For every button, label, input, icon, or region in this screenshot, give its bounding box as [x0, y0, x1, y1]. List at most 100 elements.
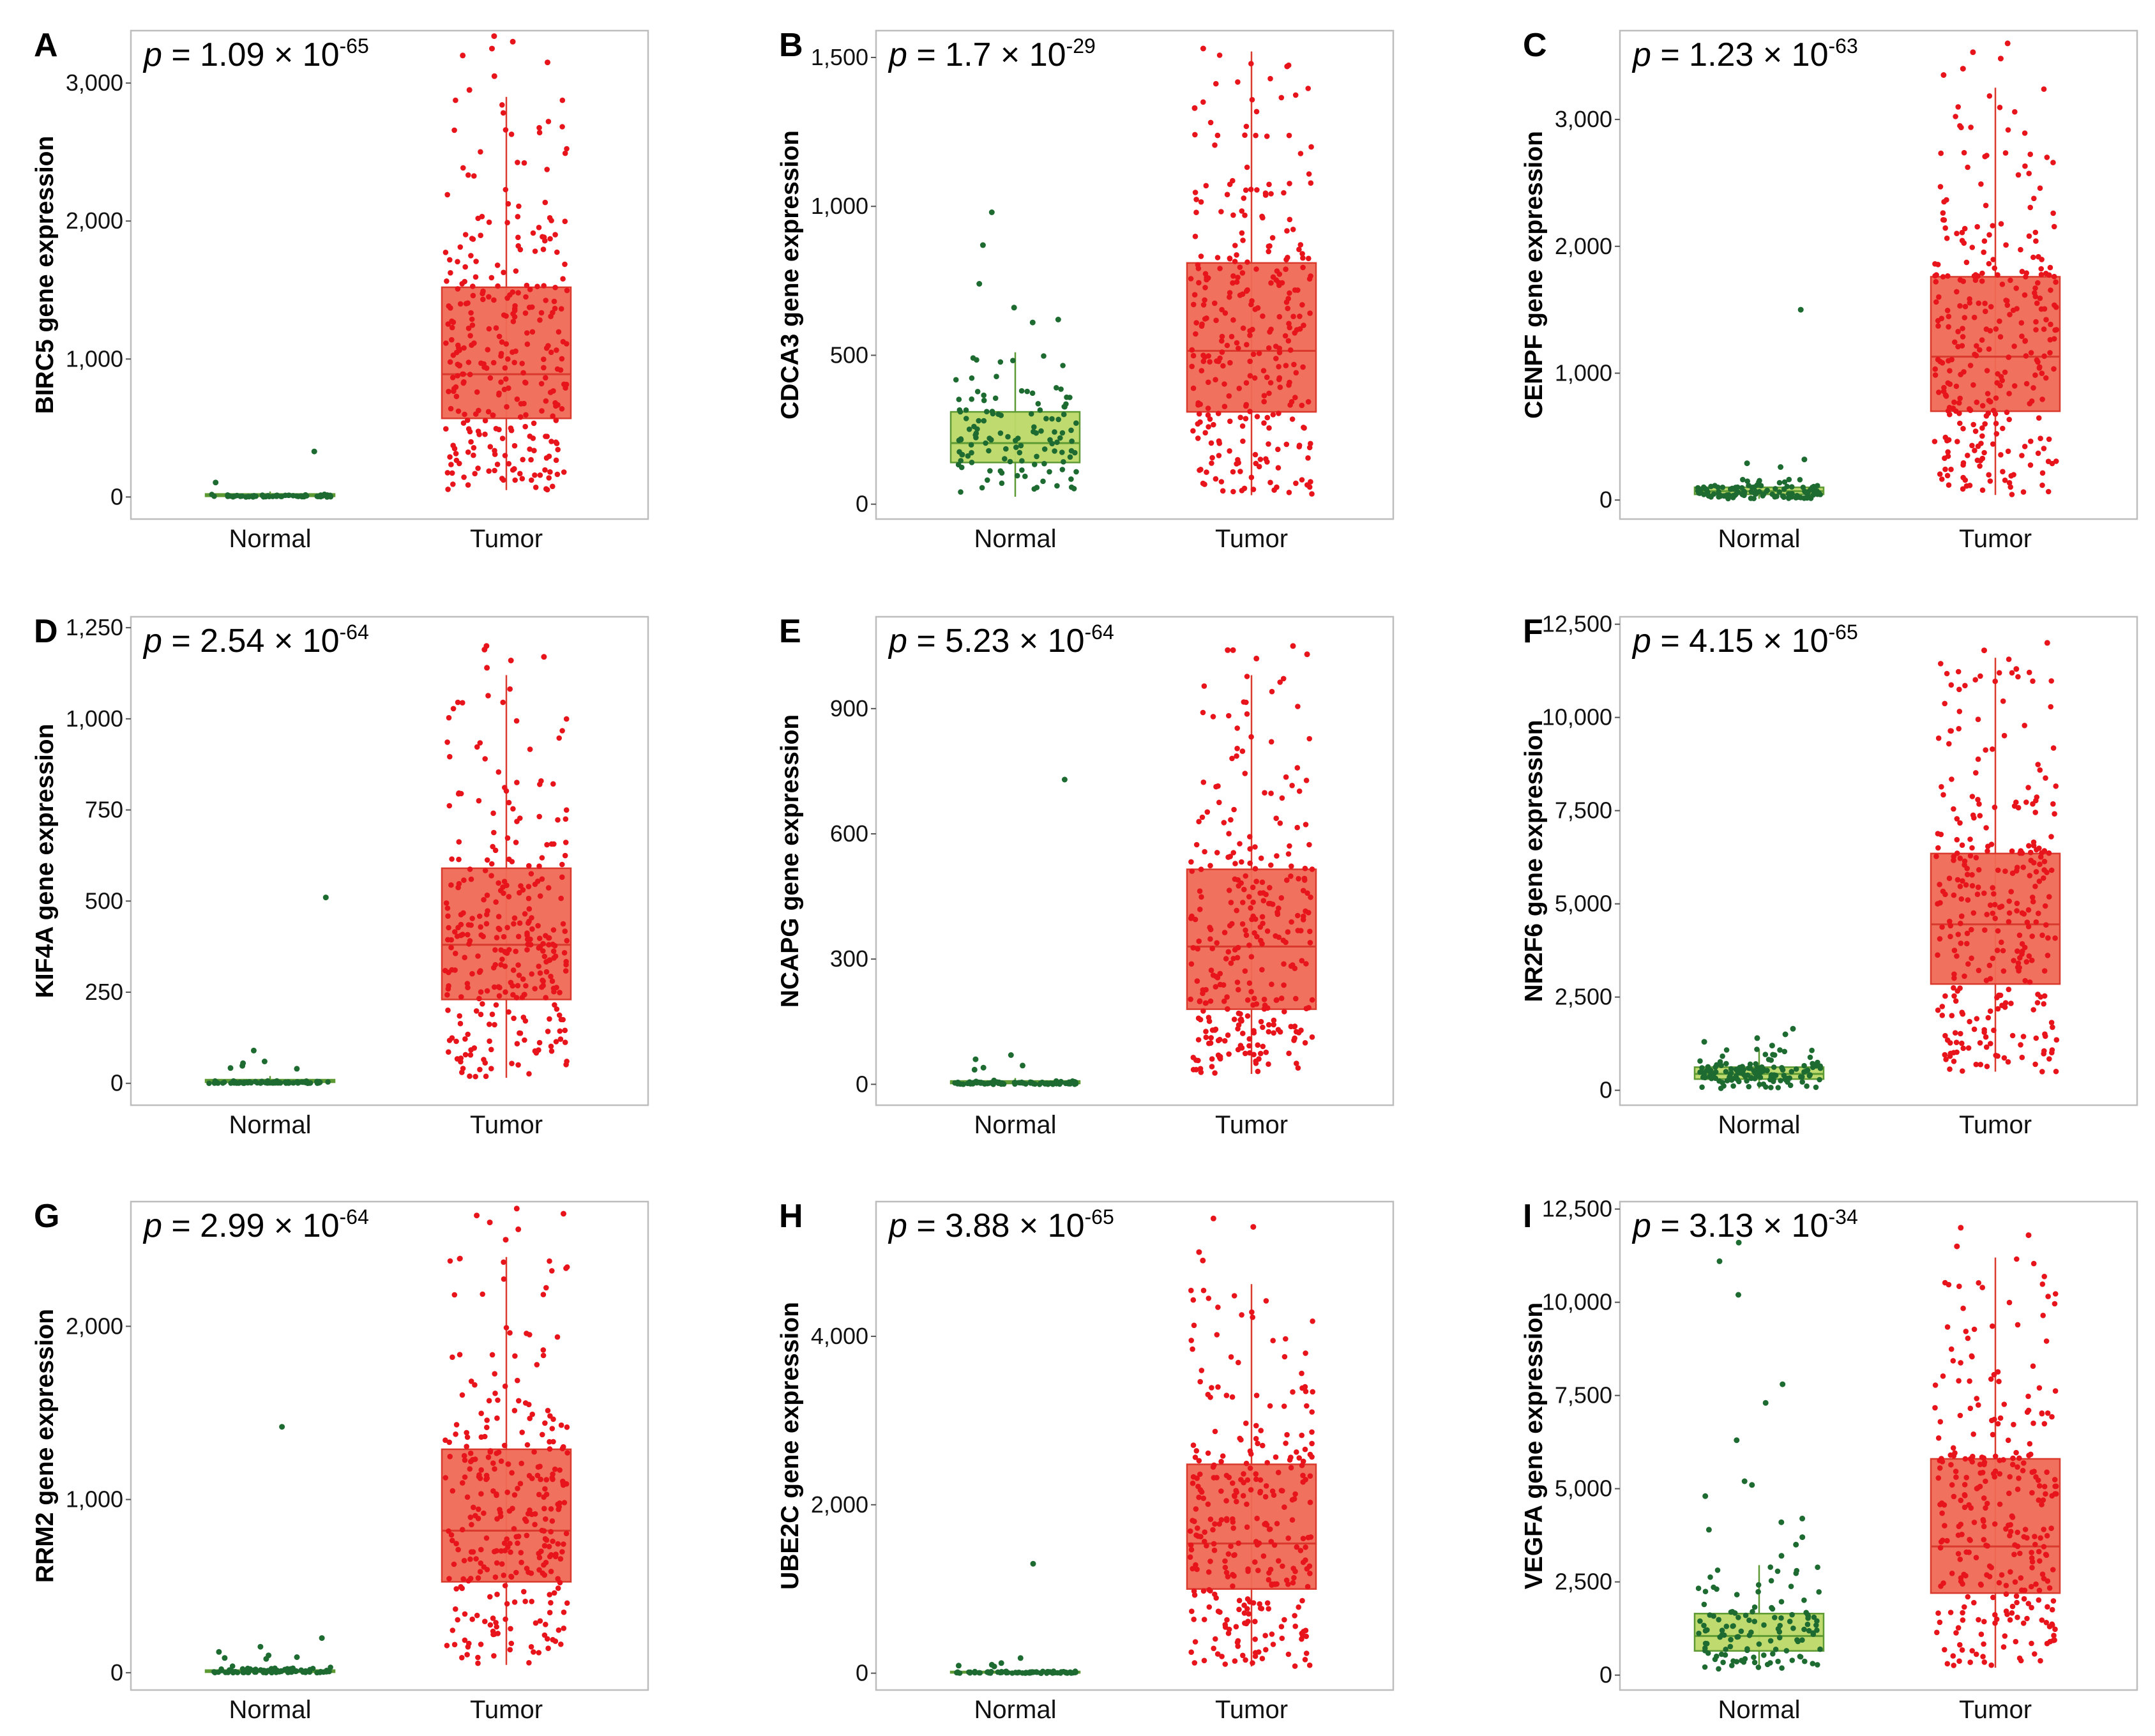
data-point: [2012, 1579, 2018, 1585]
data-point: [554, 1006, 560, 1012]
data-point: [1965, 1594, 1971, 1600]
data-point: [473, 274, 479, 280]
data-point: [1241, 699, 1247, 705]
data-point: [542, 1486, 548, 1492]
data-point: [1255, 1440, 1260, 1447]
data-point: [986, 1080, 992, 1086]
data-point: [1246, 942, 1252, 948]
data-point: [1951, 985, 1956, 991]
data-point: [561, 381, 567, 388]
data-point: [1227, 923, 1233, 929]
data-point: [1754, 1046, 1760, 1052]
data-point: [1758, 1069, 1764, 1076]
data-point: [547, 957, 553, 963]
data-point: [1713, 1069, 1719, 1075]
data-point: [253, 493, 259, 499]
panel-label: B: [779, 27, 803, 64]
data-point: [2037, 295, 2043, 301]
data-point: [462, 1457, 468, 1463]
data-point: [457, 1352, 463, 1357]
data-point: [1195, 400, 1201, 406]
data-point: [1205, 405, 1211, 411]
outlier-point: [1284, 63, 1290, 70]
data-point: [1276, 313, 1283, 320]
data-point: [1190, 1566, 1195, 1572]
data-point: [1280, 1563, 1285, 1569]
data-point: [462, 411, 467, 418]
data-point: [1237, 1011, 1243, 1017]
data-point: [1808, 495, 1814, 501]
data-point: [2032, 294, 2039, 299]
data-point: [1942, 466, 1948, 472]
data-point: [1289, 783, 1295, 789]
data-point: [1944, 1324, 1951, 1330]
data-point: [2001, 732, 2008, 739]
data-point: [1974, 891, 1981, 897]
data-point: [2022, 130, 2028, 136]
data-point: [1302, 1384, 1308, 1390]
data-point: [1236, 1022, 1242, 1028]
data-point: [1266, 1577, 1272, 1583]
data-point: [286, 1669, 292, 1675]
data-point: [1202, 285, 1208, 291]
data-point: [1284, 877, 1290, 883]
data-point: [495, 283, 501, 289]
data-point: [1960, 1045, 1966, 1052]
data-point: [1772, 1615, 1778, 1620]
data-point: [1281, 1403, 1287, 1409]
data-point: [1009, 1670, 1015, 1676]
p-value: p = 2.54 × 10-64: [142, 621, 369, 660]
data-point: [2050, 210, 2056, 216]
data-point: [1288, 873, 1294, 879]
data-point: [2036, 1497, 2042, 1503]
data-point: [1982, 153, 1988, 160]
data-point: [2030, 385, 2036, 391]
data-point: [1194, 978, 1200, 984]
data-point: [1206, 379, 1211, 385]
data-point: [478, 149, 483, 155]
data-point: [1769, 491, 1775, 497]
data-point: [1258, 1428, 1264, 1433]
p-exponent: -65: [1085, 1205, 1114, 1228]
data-point: [1236, 460, 1241, 466]
data-point: [1965, 164, 1970, 170]
data-point: [520, 976, 526, 982]
data-point: [1942, 891, 1948, 898]
data-point: [1987, 1008, 1993, 1014]
data-point: [1192, 190, 1198, 195]
data-point: [1943, 1057, 1949, 1062]
x-category-label: Tumor: [1215, 1111, 1288, 1139]
data-point: [552, 285, 558, 291]
data-point: [1227, 359, 1233, 366]
p-base: = 5.23 × 10: [907, 623, 1085, 660]
data-point: [1998, 221, 2004, 227]
data-point: [2000, 1644, 2007, 1650]
data-point: [1991, 1371, 1997, 1378]
data-point: [1253, 1060, 1259, 1066]
plot-frame: [1619, 1200, 2138, 1691]
data-point: [1192, 1454, 1198, 1460]
data-point: [557, 1467, 563, 1473]
data-point: [1197, 888, 1203, 894]
data-point: [550, 1476, 556, 1483]
data-point: [1955, 1532, 1962, 1538]
y-tick-label: 0: [856, 1071, 868, 1097]
data-point: [1295, 912, 1301, 919]
data-point: [517, 471, 523, 477]
outlier-point: [2013, 666, 2020, 672]
data-point: [537, 970, 543, 976]
data-point: [1294, 824, 1300, 831]
data-point: [535, 923, 541, 929]
data-point: [455, 699, 461, 706]
data-point: [562, 150, 568, 156]
data-point: [541, 365, 547, 371]
data-point: [1037, 407, 1043, 413]
data-point: [1041, 353, 1047, 359]
data-point: [2009, 1514, 2016, 1520]
data-point: [2050, 1598, 2057, 1604]
data-point: [1788, 1069, 1795, 1075]
data-point: [1789, 1611, 1795, 1618]
data-point: [1206, 424, 1211, 430]
data-point: [1976, 801, 1982, 807]
